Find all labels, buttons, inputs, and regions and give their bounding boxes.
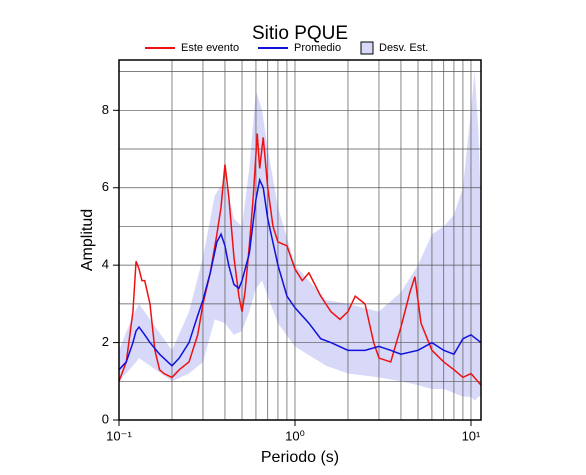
x-tick-label: 10¹ xyxy=(462,428,481,443)
y-tick-label: 8 xyxy=(102,102,109,117)
plot-frame xyxy=(118,59,482,421)
legend-label: Desv. Est. xyxy=(379,42,428,54)
legend-label: Promedio xyxy=(294,42,341,54)
std-band xyxy=(119,71,481,401)
series-line xyxy=(118,177,482,371)
y-tick-label: 6 xyxy=(102,179,109,194)
series-line xyxy=(118,133,482,386)
legend-label: Este evento xyxy=(181,42,239,54)
legend-swatch xyxy=(360,41,374,55)
y-tick-label: 0 xyxy=(102,411,109,426)
y-tick-label: 4 xyxy=(102,257,109,272)
y-tick-label: 2 xyxy=(102,334,109,349)
x-tick-label: 10⁻¹ xyxy=(106,428,132,443)
chart-title: Sitio PQUE xyxy=(252,23,348,44)
x-axis-label: Periodo (s) xyxy=(261,449,339,466)
x-tick-label: 10⁰ xyxy=(285,428,305,443)
y-axis-label: Amplitud xyxy=(79,209,96,271)
